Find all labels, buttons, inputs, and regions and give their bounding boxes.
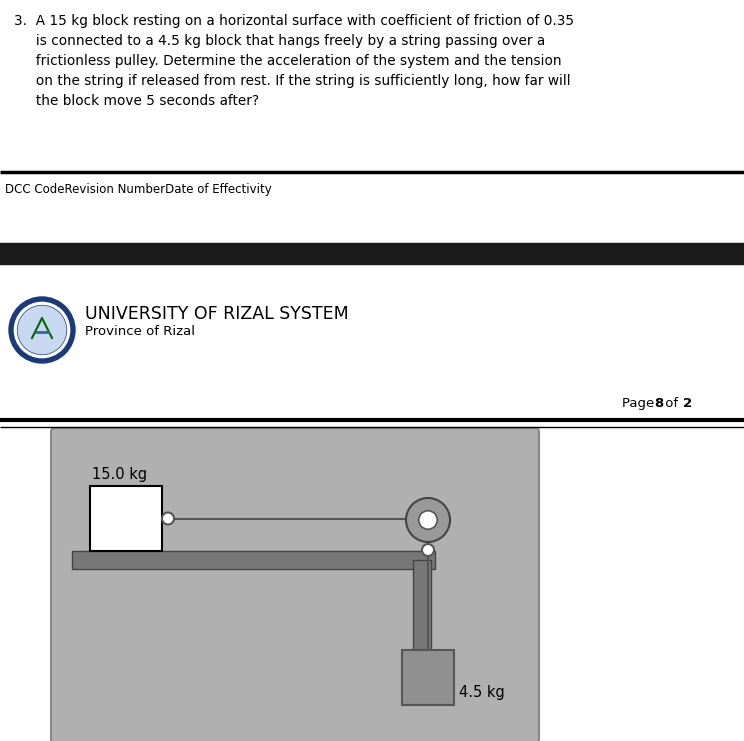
Text: of: of [661,397,682,410]
Text: 2: 2 [683,397,692,410]
Bar [413,560,431,690]
Text: 15.0 kg: 15.0 kg [92,467,147,482]
Text: 8: 8 [654,397,663,410]
Circle shape [17,305,67,355]
Text: Province of Rizal: Province of Rizal [85,325,195,338]
Text: Page: Page [622,397,658,410]
Text: on the string if released from rest. If the string is sufficiently long, how far: on the string if released from rest. If … [14,74,571,88]
Text: 3.  A 15 kg block resting on a horizontal surface with coefficient of friction o: 3. A 15 kg block resting on a horizontal… [14,14,574,28]
Circle shape [162,513,174,525]
Circle shape [419,511,437,529]
Circle shape [422,544,434,556]
Text: UNIVERSITY OF RIZAL SYSTEM: UNIVERSITY OF RIZAL SYSTEM [85,305,349,323]
Text: DCC CodeRevision NumberDate of Effectivity: DCC CodeRevision NumberDate of Effectivi… [5,183,272,196]
Text: is connected to a 4.5 kg block that hangs freely by a string passing over a: is connected to a 4.5 kg block that hang… [14,34,545,48]
Circle shape [406,498,450,542]
Circle shape [9,297,75,363]
Bar [90,486,162,551]
Circle shape [13,301,71,359]
Text: frictionless pulley. Determine the acceleration of the system and the tension: frictionless pulley. Determine the accel… [14,54,562,68]
Text: 4.5 kg: 4.5 kg [459,685,504,700]
Text: the block move 5 seconds after?: the block move 5 seconds after? [14,94,259,108]
Bar [72,551,435,569]
FancyBboxPatch shape [51,428,539,741]
Bar [402,650,454,705]
